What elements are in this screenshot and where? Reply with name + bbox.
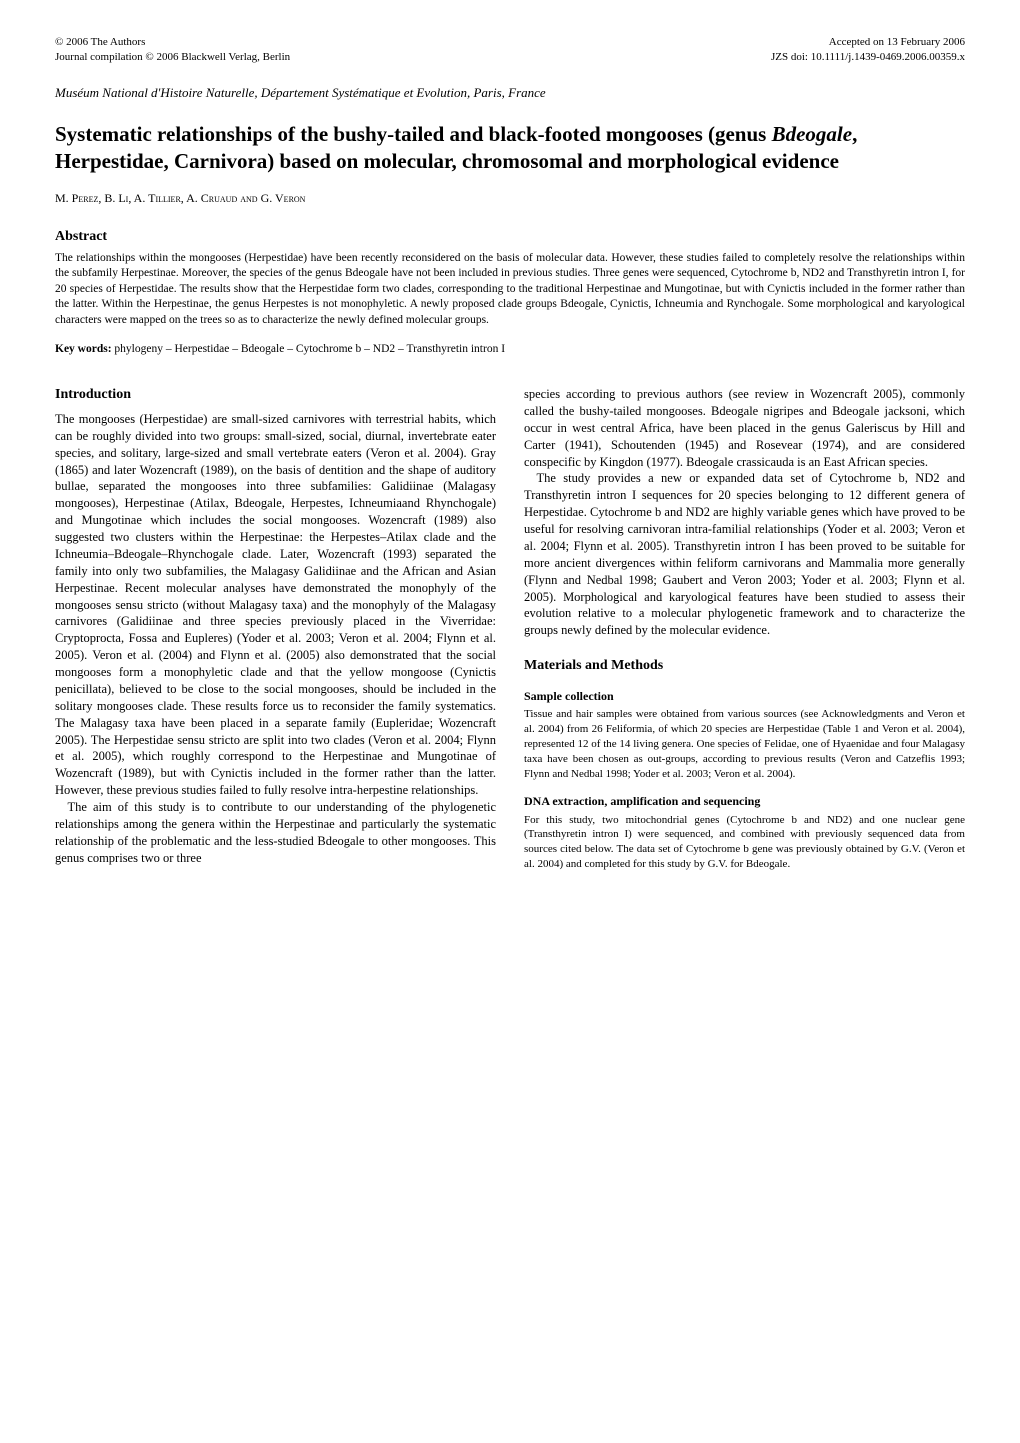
intro-continuation-2: The study provides a new or expanded dat…: [524, 470, 965, 639]
introduction-heading: Introduction: [55, 386, 496, 405]
keywords: Key words: phylogeny – Herpestidae – Bde…: [55, 342, 965, 358]
keywords-label: Key words:: [55, 343, 112, 355]
doi: JZS doi: 10.1111/j.1439-0469.2006.00359.…: [771, 50, 965, 65]
abstract-text: The relationships within the mongooses (…: [55, 251, 965, 329]
intro-continuation-1: species according to previous authors (s…: [524, 386, 965, 470]
author-names: M. Perez, B. Li, A. Tillier, A. Cruaud a…: [55, 191, 305, 205]
sample-collection-heading: Sample collection: [524, 688, 965, 704]
body-columns: Introduction The mongooses (Herpestidae)…: [55, 386, 965, 872]
journal-header: © 2006 The Authors Journal compilation ©…: [55, 35, 965, 66]
intro-paragraph-2: The aim of this study is to contribute t…: [55, 799, 496, 867]
authors: M. Perez, B. Li, A. Tillier, A. Cruaud a…: [55, 190, 965, 206]
accepted-date: Accepted on 13 February 2006: [771, 35, 965, 50]
abstract-heading: Abstract: [55, 228, 965, 247]
copyright-block: © 2006 The Authors Journal compilation ©…: [55, 35, 290, 66]
intro-paragraph-1: The mongooses (Herpestidae) are small-si…: [55, 411, 496, 799]
title-part-1: Systematic relationships of the bushy-ta…: [55, 122, 772, 146]
keywords-text: phylogeny – Herpestidae – Bdeogale – Cyt…: [112, 343, 506, 355]
dna-text: For this study, two mitochondrial genes …: [524, 813, 965, 872]
materials-methods-heading: Materials and Methods: [524, 657, 965, 676]
copyright-line-1: © 2006 The Authors: [55, 35, 290, 50]
copyright-line-2: Journal compilation © 2006 Blackwell Ver…: [55, 50, 290, 65]
article-title: Systematic relationships of the bushy-ta…: [55, 121, 965, 174]
affiliation: Muséum National d'Histoire Naturelle, Dé…: [55, 84, 965, 102]
right-column: species according to previous authors (s…: [524, 386, 965, 872]
acceptance-block: Accepted on 13 February 2006 JZS doi: 10…: [771, 35, 965, 66]
left-column: Introduction The mongooses (Herpestidae)…: [55, 386, 496, 872]
dna-heading: DNA extraction, amplification and sequen…: [524, 793, 965, 809]
sample-collection-text: Tissue and hair samples were obtained fr…: [524, 707, 965, 781]
title-genus: Bdeogale: [772, 122, 852, 146]
